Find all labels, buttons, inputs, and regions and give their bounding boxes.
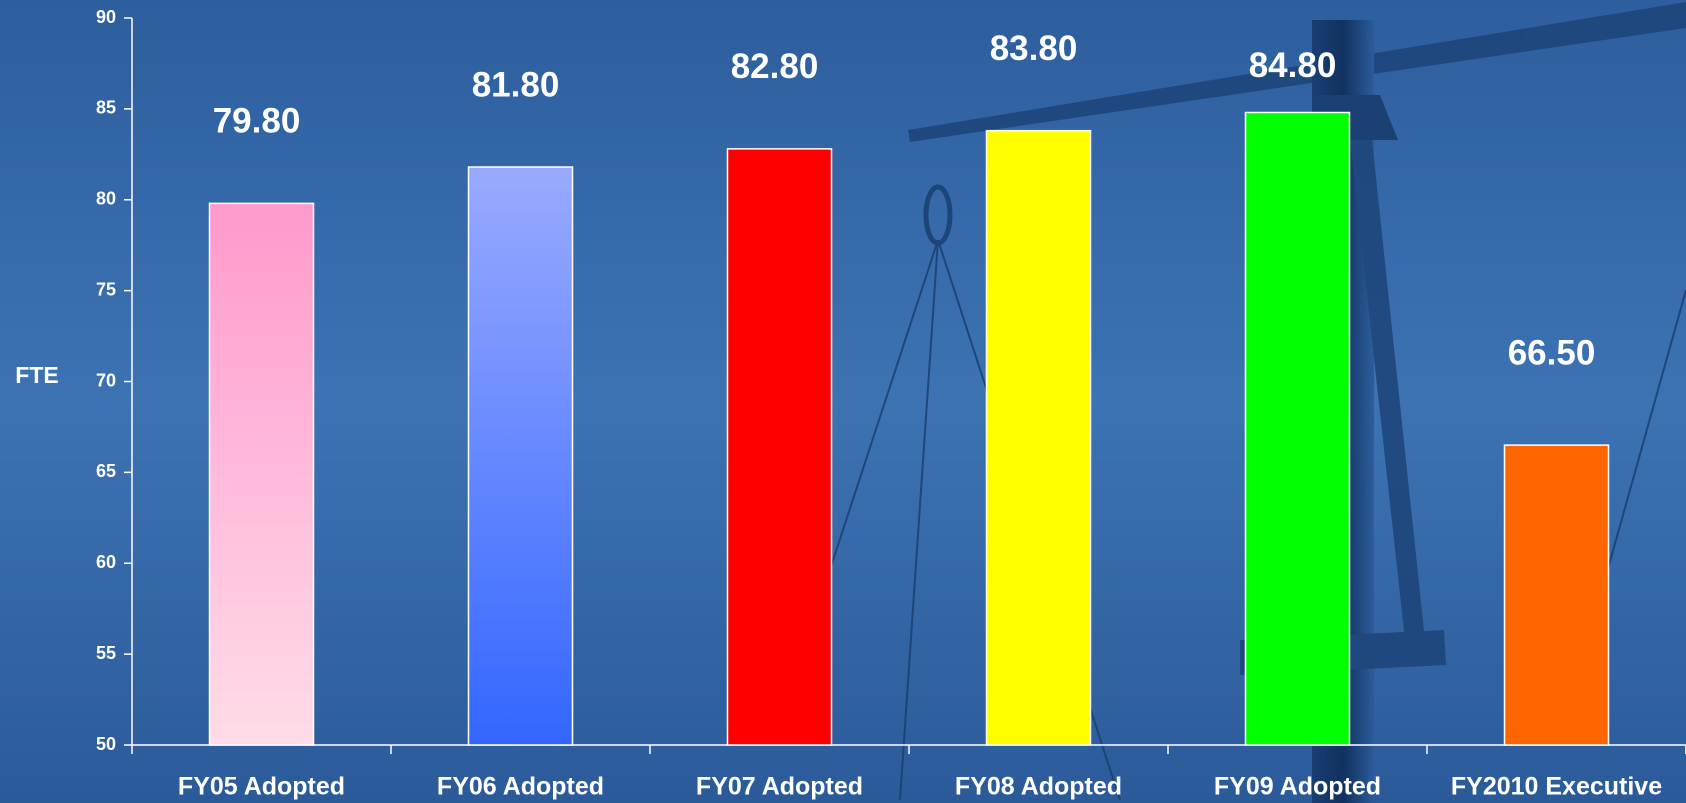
value-label: 79.80	[213, 102, 301, 141]
y-tick-label: 85	[96, 98, 116, 118]
x-tick-label: FY2010 Executive	[1451, 773, 1662, 801]
x-tick-label: FY07 Adopted	[696, 773, 863, 801]
y-tick-label: 55	[96, 643, 116, 663]
y-tick-label: 65	[96, 461, 116, 481]
value-label: 81.80	[472, 65, 560, 104]
x-tick-label: FY05 Adopted	[178, 773, 345, 801]
y-tick-label: 90	[96, 7, 116, 27]
bar	[1503, 444, 1610, 746]
x-tick-label: FY09 Adopted	[1214, 773, 1381, 801]
y-tick-label: 75	[96, 279, 116, 299]
bar	[1244, 111, 1351, 746]
bar	[726, 148, 833, 746]
y-tick-label: 80	[96, 189, 116, 209]
x-tick-label: FY06 Adopted	[437, 773, 604, 801]
value-label: 66.50	[1508, 333, 1596, 372]
y-tick-label: 50	[96, 734, 116, 754]
value-label: 84.80	[1249, 46, 1337, 85]
bar	[985, 129, 1092, 746]
value-label: 83.80	[990, 29, 1078, 68]
y-tick-label: 70	[96, 370, 116, 390]
y-axis-label: FTE	[15, 362, 58, 388]
value-label: 82.80	[731, 47, 819, 86]
y-tick-label: 60	[96, 552, 116, 572]
bar	[208, 202, 315, 746]
bar	[467, 166, 574, 746]
x-tick-label: FY08 Adopted	[955, 773, 1122, 801]
